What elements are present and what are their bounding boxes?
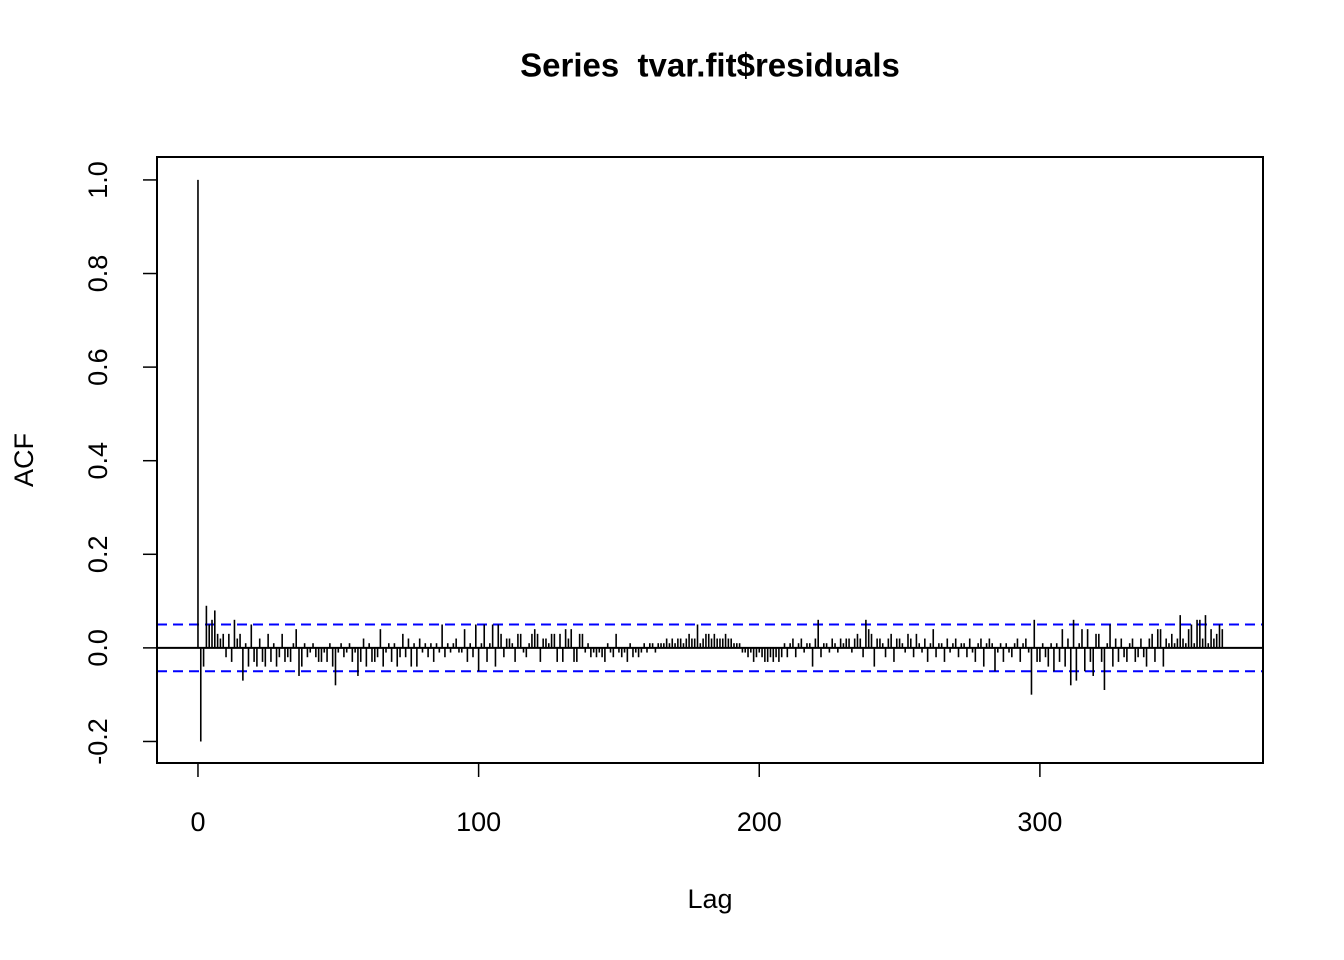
y-tick-label: -0.2: [83, 718, 113, 765]
y-tick-label: 0.0: [83, 629, 113, 667]
y-tick-label: 0.2: [83, 536, 113, 574]
y-tick-label: 0.8: [83, 255, 113, 293]
x-tick-label: 0: [190, 807, 205, 837]
y-tick-label: 1.0: [83, 161, 113, 199]
chart-title: Series tvar.fit$residuals: [520, 47, 900, 84]
y-tick-label: 0.6: [83, 348, 113, 386]
plot-frame: [156, 156, 1264, 764]
x-tick-label: 100: [456, 807, 501, 837]
x-tick-label: 300: [1017, 807, 1062, 837]
y-tick-label: 0.4: [83, 442, 113, 480]
y-axis-label: ACF: [9, 433, 39, 487]
x-axis-label: Lag: [687, 884, 732, 914]
x-tick-label: 200: [737, 807, 782, 837]
